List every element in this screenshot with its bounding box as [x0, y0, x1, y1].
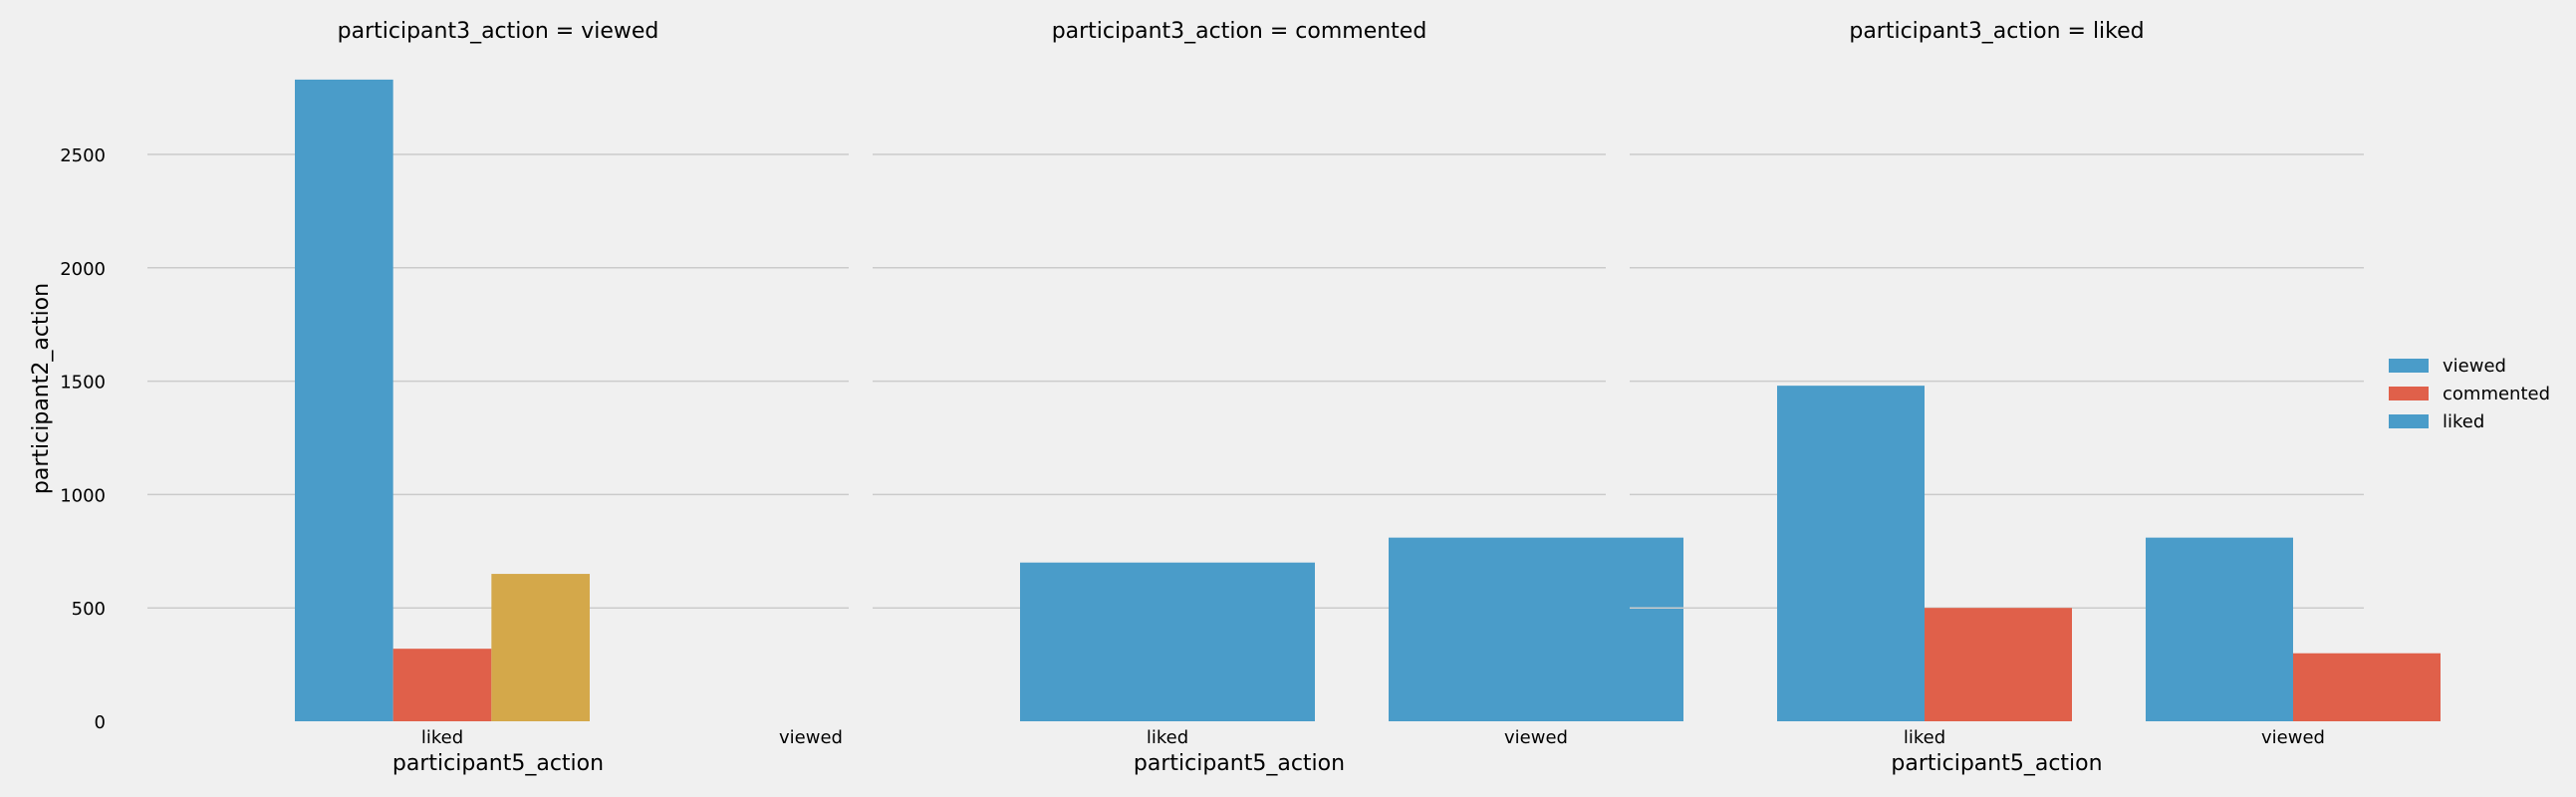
bar [1925, 608, 2072, 721]
y-axis-label: participant2_action [29, 283, 54, 494]
bar [392, 649, 492, 721]
bar [1389, 537, 1683, 721]
x-tick-label: liked [1147, 727, 1188, 748]
y-tick-label: 2000 [60, 259, 106, 280]
x-axis-label: participant5_action [1134, 751, 1345, 776]
bar [491, 574, 590, 721]
legend-swatch [2389, 387, 2429, 400]
panel-title: participant3_action = liked [1849, 19, 2144, 44]
legend-label: viewed [2443, 356, 2506, 377]
legend-label: liked [2443, 411, 2484, 432]
y-tick-label: 2500 [60, 145, 106, 166]
bar [1777, 386, 1925, 721]
x-tick-label: viewed [779, 727, 843, 748]
y-tick-label: 1000 [60, 485, 106, 506]
x-axis-label: participant5_action [392, 751, 604, 776]
y-tick-label: 0 [95, 712, 106, 733]
legend-swatch [2389, 359, 2429, 373]
bar [2293, 653, 2441, 721]
x-axis-label: participant5_action [1891, 751, 2102, 776]
y-tick-label: 1500 [60, 373, 106, 394]
panel-title: participant3_action = commented [1052, 19, 1427, 44]
bar [295, 79, 393, 722]
x-tick-label: viewed [1504, 727, 1568, 748]
x-tick-label: liked [421, 727, 463, 748]
x-tick-label: viewed [2261, 727, 2325, 748]
legend-swatch [2389, 414, 2429, 428]
panel-title: participant3_action = viewed [338, 19, 659, 44]
x-tick-label: liked [1904, 727, 1945, 748]
legend-label: commented [2443, 384, 2550, 404]
y-tick-label: 500 [72, 599, 106, 620]
bar [2146, 537, 2293, 721]
bar [1020, 562, 1315, 721]
